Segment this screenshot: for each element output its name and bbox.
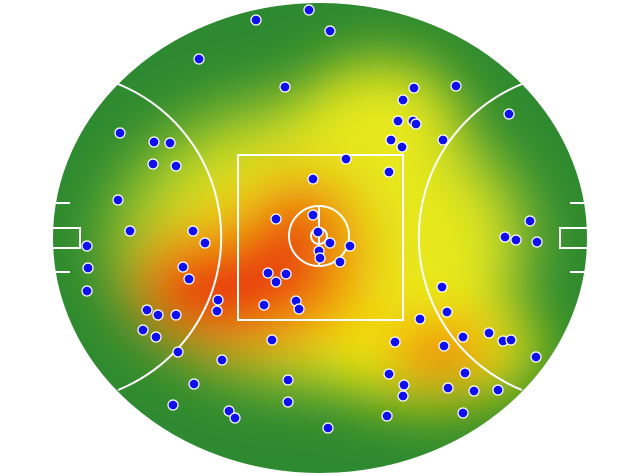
point (81, 240, 93, 252)
point (193, 53, 205, 65)
point (530, 351, 542, 363)
point (147, 158, 159, 170)
point (167, 399, 179, 411)
point (303, 4, 315, 16)
point (187, 225, 199, 237)
centre-square (237, 154, 404, 321)
point (211, 305, 223, 317)
point (229, 412, 241, 424)
point (170, 160, 182, 172)
point (441, 306, 453, 318)
point (172, 346, 184, 358)
point (457, 407, 469, 419)
point (483, 327, 495, 339)
point (324, 237, 336, 249)
point (199, 237, 211, 249)
point (381, 410, 393, 422)
point (137, 324, 149, 336)
point (152, 309, 164, 321)
point (170, 309, 182, 321)
point (322, 422, 334, 434)
point (383, 166, 395, 178)
point (216, 354, 228, 366)
point (438, 340, 450, 352)
point (503, 108, 515, 120)
point (389, 336, 401, 348)
point (510, 234, 522, 246)
point (114, 127, 126, 139)
point (385, 134, 397, 146)
point (492, 384, 504, 396)
point (150, 331, 162, 343)
point (340, 153, 352, 165)
point (344, 240, 356, 252)
point (450, 80, 462, 92)
point (457, 331, 469, 343)
point (437, 134, 449, 146)
point (314, 252, 326, 264)
point (164, 137, 176, 149)
point (334, 256, 346, 268)
point (270, 276, 282, 288)
arc-left (117, 83, 223, 391)
point (112, 194, 124, 206)
point (396, 141, 408, 153)
point (307, 209, 319, 221)
arc-right (417, 83, 523, 391)
point (499, 231, 511, 243)
point (505, 334, 517, 346)
point (280, 268, 292, 280)
point (223, 405, 235, 417)
point (266, 334, 278, 346)
point (410, 118, 422, 130)
point (212, 294, 224, 306)
point (531, 236, 543, 248)
point (124, 225, 136, 237)
point (383, 368, 395, 380)
point (282, 396, 294, 408)
point (282, 374, 294, 386)
point (81, 285, 93, 297)
point (324, 25, 336, 37)
boundary (51, 1, 589, 475)
point (82, 262, 94, 274)
point (397, 390, 409, 402)
point (408, 82, 420, 94)
point (258, 299, 270, 311)
point (459, 367, 471, 379)
point (188, 378, 200, 390)
point (307, 173, 319, 185)
point (293, 303, 305, 315)
point (183, 273, 195, 285)
point (262, 267, 274, 279)
point (442, 382, 454, 394)
point (436, 281, 448, 293)
point (270, 213, 282, 225)
point (524, 215, 536, 227)
point (468, 385, 480, 397)
point (279, 81, 291, 93)
point (414, 313, 426, 325)
point (250, 14, 262, 26)
point (397, 94, 409, 106)
point (177, 261, 189, 273)
point (148, 136, 160, 148)
point (312, 226, 324, 238)
point (392, 115, 404, 127)
point (398, 379, 410, 391)
point (141, 304, 153, 316)
